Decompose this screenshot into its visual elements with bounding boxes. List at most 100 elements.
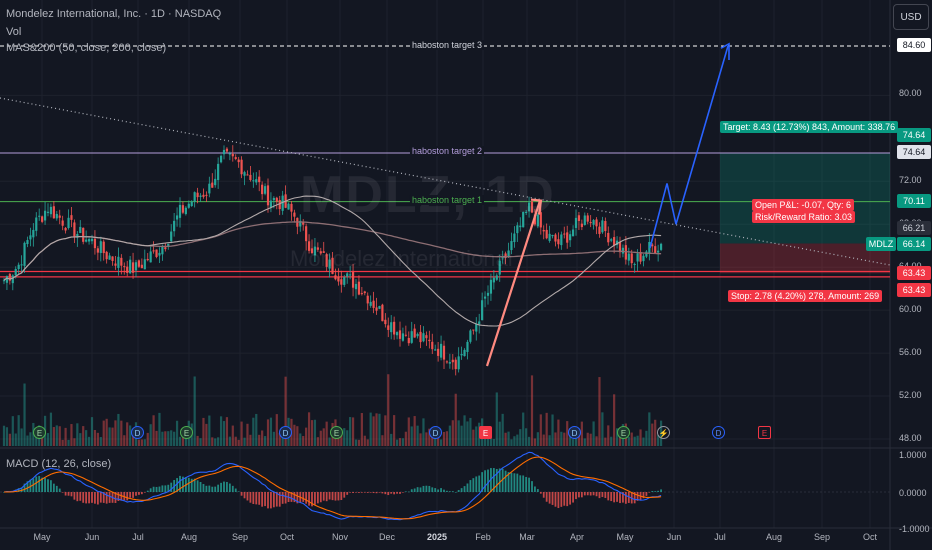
dividend-future-icon[interactable]: D	[712, 426, 725, 439]
volume-bar	[55, 425, 58, 446]
candle-body	[349, 274, 352, 276]
time-tick: Oct	[862, 532, 878, 542]
volume-bar	[143, 439, 146, 446]
dividend-event-icon[interactable]: D	[131, 426, 144, 439]
volume-bar	[598, 377, 601, 446]
candle-body	[498, 260, 501, 275]
volume-bar	[357, 439, 361, 446]
macd-histogram-bar	[346, 492, 349, 495]
candle-body	[589, 222, 592, 224]
macd-histogram-bar	[539, 492, 542, 494]
macd-histogram-bar	[466, 483, 469, 492]
earnings-event-icon[interactable]: E	[180, 426, 193, 439]
volume-bar	[354, 439, 358, 446]
candle-body	[102, 241, 105, 254]
volume-bar	[375, 413, 378, 446]
candle-body	[645, 251, 648, 257]
volume-bar	[492, 438, 495, 446]
volume-bar	[178, 436, 182, 446]
currency-button[interactable]: USD	[893, 4, 929, 30]
macd-histogram-bar	[94, 492, 96, 504]
volume-bar	[437, 438, 440, 446]
macd-histogram-bar	[422, 485, 425, 492]
macd-histogram-bar	[3, 492, 5, 493]
candle-body	[442, 345, 446, 360]
time-tick: Jul	[132, 532, 144, 542]
volume-bar	[548, 435, 551, 446]
volume-bar	[580, 421, 583, 446]
candle-body	[275, 197, 278, 202]
dividend-event-icon[interactable]: D	[429, 426, 442, 439]
forecast-arrow-head	[720, 42, 730, 60]
candle-body	[14, 268, 17, 276]
volume-bar	[560, 431, 563, 446]
candle-body	[170, 231, 173, 242]
candle-body	[231, 153, 234, 157]
volume-bar	[76, 423, 79, 446]
macd-histogram-bar	[47, 479, 49, 492]
dividend-event-icon[interactable]: D	[568, 426, 581, 439]
macd-histogram-bar	[534, 486, 536, 492]
volume-bar	[428, 428, 431, 446]
target3-label[interactable]: haboston target 3	[409, 40, 485, 50]
candle-body	[331, 257, 334, 274]
volume-bar	[231, 425, 234, 446]
candle-body	[416, 333, 419, 337]
macd-histogram-bar	[575, 492, 577, 500]
macd-histogram-bar	[264, 492, 266, 507]
volume-bar	[214, 438, 217, 446]
target1-label[interactable]: haboston target 1	[409, 195, 485, 205]
macd-histogram-bar	[325, 492, 328, 502]
macd-histogram-bar	[448, 491, 451, 492]
candle-body	[105, 251, 108, 260]
earnings-event-icon[interactable]: E	[479, 426, 492, 439]
candle-body	[117, 256, 120, 268]
macd-histogram-bar	[296, 492, 299, 504]
volume-bar	[158, 412, 161, 446]
earnings-future-icon[interactable]: E	[758, 426, 771, 439]
candle-body	[557, 239, 560, 245]
chart-title: Mondelez International, Inc. · 1D · NASD…	[6, 8, 222, 20]
macd-histogram-bar	[50, 480, 52, 492]
volume-bar	[196, 435, 199, 446]
volume-bar	[463, 415, 466, 446]
candle-body	[542, 229, 545, 232]
macd-histogram-bar	[140, 492, 143, 495]
target2-label[interactable]: haboston target 2	[409, 146, 485, 156]
macd-histogram-bar	[275, 492, 278, 507]
volume-bar	[407, 417, 410, 446]
macd-histogram-bar	[378, 492, 381, 493]
candle-body	[366, 295, 369, 304]
candle-body	[64, 227, 67, 231]
volume-bar	[313, 419, 317, 446]
volume-bar	[70, 424, 73, 446]
volume-bar	[425, 432, 428, 446]
volume-bar	[571, 439, 575, 446]
volume-bar	[310, 420, 314, 446]
earnings-event-icon[interactable]: E	[330, 426, 343, 439]
macd-histogram-bar	[85, 492, 88, 504]
candle-body	[657, 250, 660, 253]
volume-bar	[29, 432, 32, 446]
earnings-event-icon[interactable]: E	[617, 426, 630, 439]
price-tick: 60.00	[899, 304, 922, 314]
candle-body	[302, 221, 305, 225]
macd-histogram-bar	[105, 492, 108, 504]
time-tick: Mar	[519, 532, 535, 542]
entry-price-tag: 66.21	[897, 221, 931, 235]
lightning-event-icon[interactable]: ⚡	[657, 426, 670, 439]
volume-bar	[613, 394, 616, 446]
dividend-event-icon[interactable]: D	[279, 426, 292, 439]
volume-bar	[278, 432, 281, 446]
candle-body	[222, 149, 226, 155]
volume-bar	[501, 413, 504, 446]
volume-bar	[577, 429, 581, 446]
volume-bar	[566, 421, 569, 446]
volume-bar	[642, 437, 645, 446]
candle-body	[522, 211, 525, 228]
candle-body	[246, 174, 249, 176]
macd-histogram-bar	[366, 492, 369, 493]
earnings-event-icon[interactable]: E	[33, 426, 46, 439]
